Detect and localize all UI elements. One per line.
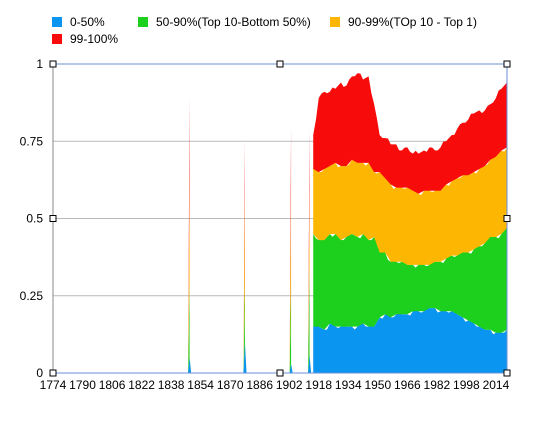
spike-segment (187, 357, 192, 373)
legend-swatch-orange (330, 17, 340, 27)
x-tick-label: 1806 (99, 378, 126, 392)
selection-handle (49, 60, 57, 68)
spike-segment (307, 354, 312, 373)
selection-handle (503, 215, 511, 222)
legend-item-50-90: 50-90%(Top 10-Bottom 50%) (138, 15, 311, 29)
spike-segment (289, 187, 292, 373)
legend-label: 0-50% (70, 15, 105, 29)
x-tick-label: 1790 (69, 378, 96, 392)
spike-segment (243, 187, 245, 373)
spike-segment (243, 342, 247, 373)
selection-handle (276, 60, 284, 68)
x-tick-label: 1966 (394, 378, 421, 392)
y-tick-labels: 0 0.25 0.5 0.75 1 (20, 57, 44, 380)
y-tick-label: 1 (36, 57, 43, 71)
x-tick-label: 2014 (483, 378, 510, 392)
spike-segment (308, 184, 310, 373)
x-tick-label: 1886 (246, 378, 273, 392)
spike-segment (308, 128, 310, 373)
x-tick-label: 1822 (128, 378, 155, 392)
y-tick-label: 0.25 (20, 289, 44, 303)
legend-swatch-blue (52, 17, 62, 27)
legend-item-90-99: 90-99%(TOp 10 - Top 1) (330, 15, 477, 29)
selection-handle (276, 369, 284, 377)
spike-segment (308, 261, 310, 373)
area-90-99 (313, 147, 507, 265)
x-tick-label: 1982 (424, 378, 451, 392)
legend-label: 50-90%(Top 10-Bottom 50%) (156, 15, 311, 29)
x-tick-label: 1902 (276, 378, 303, 392)
area-0-50 (313, 306, 507, 373)
legend-swatch-red (52, 34, 62, 44)
spike-segment (289, 363, 293, 373)
x-tick-label: 1950 (364, 378, 391, 392)
x-tick-label: 1998 (453, 378, 480, 392)
x-tick-label: 1854 (187, 378, 214, 392)
x-tick-label: 1918 (305, 378, 332, 392)
legend-label: 90-99%(TOp 10 - Top 1) (348, 15, 477, 29)
y-tick-label: 0 (36, 366, 43, 380)
y-tick-label: 0.75 (20, 134, 44, 148)
x-tick-label: 1838 (158, 378, 185, 392)
selection-handle (503, 369, 511, 377)
selection-handle (49, 369, 57, 377)
selection-handle (503, 60, 511, 68)
selection-handle (49, 215, 57, 222)
legend-label: 99-100% (70, 32, 119, 46)
legend-swatch-green (138, 17, 148, 27)
spike-segment (243, 141, 245, 373)
selection-handles (49, 60, 511, 377)
legend-item-99-100: 99-100% (52, 32, 118, 46)
x-tick-label: 1870 (217, 378, 244, 392)
x-tick-label: 1774 (40, 378, 67, 392)
y-tick-label: 0.5 (26, 212, 43, 226)
x-tick-label: 1934 (335, 378, 362, 392)
legend-item-0-50: 0-50% (52, 15, 105, 29)
spike-segment (188, 94, 190, 374)
spike-segment (289, 125, 292, 373)
area-series (187, 73, 507, 374)
area-99-100 (313, 73, 507, 194)
x-tick-labels: 1774 1790 1806 1822 1838 1854 1870 1886 1902 1918… (40, 378, 510, 392)
